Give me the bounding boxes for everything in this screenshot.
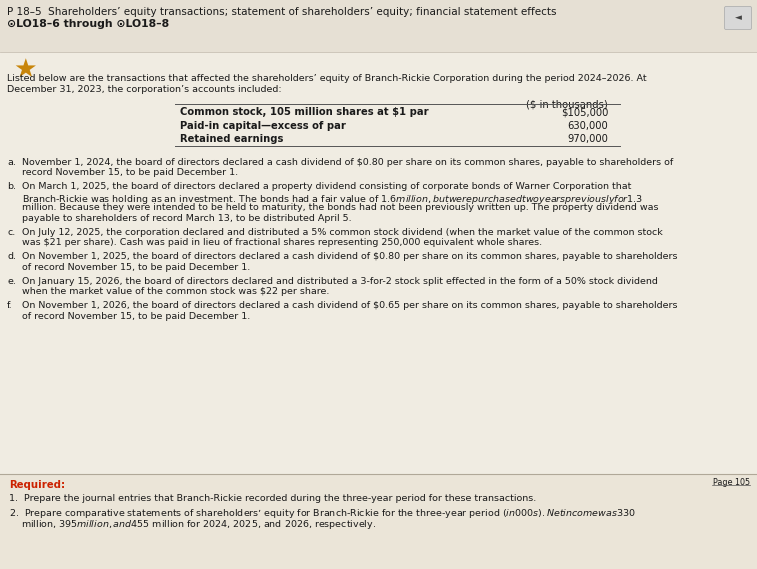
Text: 1.  Prepare the journal entries that Branch-Rickie recorded during the three-yea: 1. Prepare the journal entries that Bran… bbox=[9, 494, 536, 503]
Text: 630,000: 630,000 bbox=[567, 121, 608, 130]
FancyBboxPatch shape bbox=[0, 0, 757, 52]
Text: a.: a. bbox=[7, 158, 16, 167]
Text: ($ in ​thousands): ($ in ​thousands) bbox=[526, 99, 608, 109]
Text: ★: ★ bbox=[13, 57, 36, 83]
Text: $105,000: $105,000 bbox=[561, 107, 608, 117]
Text: of record November 15, to be paid December 1.: of record November 15, to be paid Decemb… bbox=[22, 262, 251, 271]
Text: million. Because they were intended to be held to maturity, the bonds had not be: million. Because they were intended to b… bbox=[22, 203, 659, 212]
Text: November 1, 2024, the board of directors declared a cash dividend of $0.80 per s: November 1, 2024, the board of directors… bbox=[22, 158, 673, 167]
Text: ⊙LO18–6 through ⊙LO18–8: ⊙LO18–6 through ⊙LO18–8 bbox=[7, 19, 169, 29]
Text: Retained earnings: Retained earnings bbox=[180, 134, 283, 144]
Text: On July 12, 2025, the corporation declared and distributed a 5% common stock div: On July 12, 2025, the corporation declar… bbox=[22, 228, 662, 237]
Text: payable to shareholders of record March 13, to be distributed April 5.: payable to shareholders of record March … bbox=[22, 213, 351, 222]
Text: when the market value of the common stock was $22 per share.: when the market value of the common stoc… bbox=[22, 287, 329, 296]
Text: 970,000: 970,000 bbox=[567, 134, 608, 144]
Text: Paid-in capital—excess of par: Paid-in capital—excess of par bbox=[180, 121, 346, 130]
Text: Common stock, 105 million shares at $1 par: Common stock, 105 million shares at $1 p… bbox=[180, 107, 428, 117]
Text: ◄: ◄ bbox=[734, 14, 741, 23]
Text: December 31, 2023, the corporation’s accounts included:: December 31, 2023, the corporation’s acc… bbox=[7, 85, 282, 94]
FancyBboxPatch shape bbox=[724, 6, 752, 30]
Text: b.: b. bbox=[7, 182, 16, 191]
Text: 2.  Prepare comparative statements of shareholders’ equity for Branch-Rickie for: 2. Prepare comparative statements of sha… bbox=[9, 508, 636, 521]
Text: e.: e. bbox=[7, 277, 16, 286]
FancyBboxPatch shape bbox=[0, 474, 757, 569]
Text: On January 15, 2026, the board of directors declared and distributed a 3-for-2 s: On January 15, 2026, the board of direct… bbox=[22, 277, 658, 286]
Text: On November 1, 2026, the board of directors declared a cash dividend of $0.65 pe: On November 1, 2026, the board of direct… bbox=[22, 301, 678, 310]
Text: f.: f. bbox=[7, 301, 13, 310]
Text: was $21 per share). Cash was paid in lieu of fractional shares representing 250,: was $21 per share). Cash was paid in lie… bbox=[22, 238, 542, 247]
Text: Listed below are the transactions that affected the shareholders’ equity of Bran: Listed below are the transactions that a… bbox=[7, 74, 646, 83]
Text: Required:: Required: bbox=[9, 480, 65, 490]
Text: Branch-Rickie was holding as an investment. The bonds had a fair value of $1.6 m: Branch-Rickie was holding as an investme… bbox=[22, 192, 643, 205]
Text: P 18–5  Shareholders’ equity transactions; statement of shareholders’ equity; fi: P 18–5 Shareholders’ equity transactions… bbox=[7, 7, 556, 17]
Text: record November 15, to be paid December 1.: record November 15, to be paid December … bbox=[22, 168, 238, 177]
Text: Page 105: Page 105 bbox=[713, 478, 750, 487]
Text: On March 1, 2025, the board of directors declared a property dividend consisting: On March 1, 2025, the board of directors… bbox=[22, 182, 631, 191]
Text: c.: c. bbox=[7, 228, 15, 237]
Text: million, $395 million, and $455 million for 2024, 2025, and 2026, respectively.: million, $395 million, and $455 million … bbox=[9, 518, 376, 531]
Text: On November 1, 2025, the board of directors declared a cash dividend of $0.80 pe: On November 1, 2025, the board of direct… bbox=[22, 252, 678, 261]
Text: of record November 15, to be paid December 1.: of record November 15, to be paid Decemb… bbox=[22, 311, 251, 320]
Text: d.: d. bbox=[7, 252, 16, 261]
